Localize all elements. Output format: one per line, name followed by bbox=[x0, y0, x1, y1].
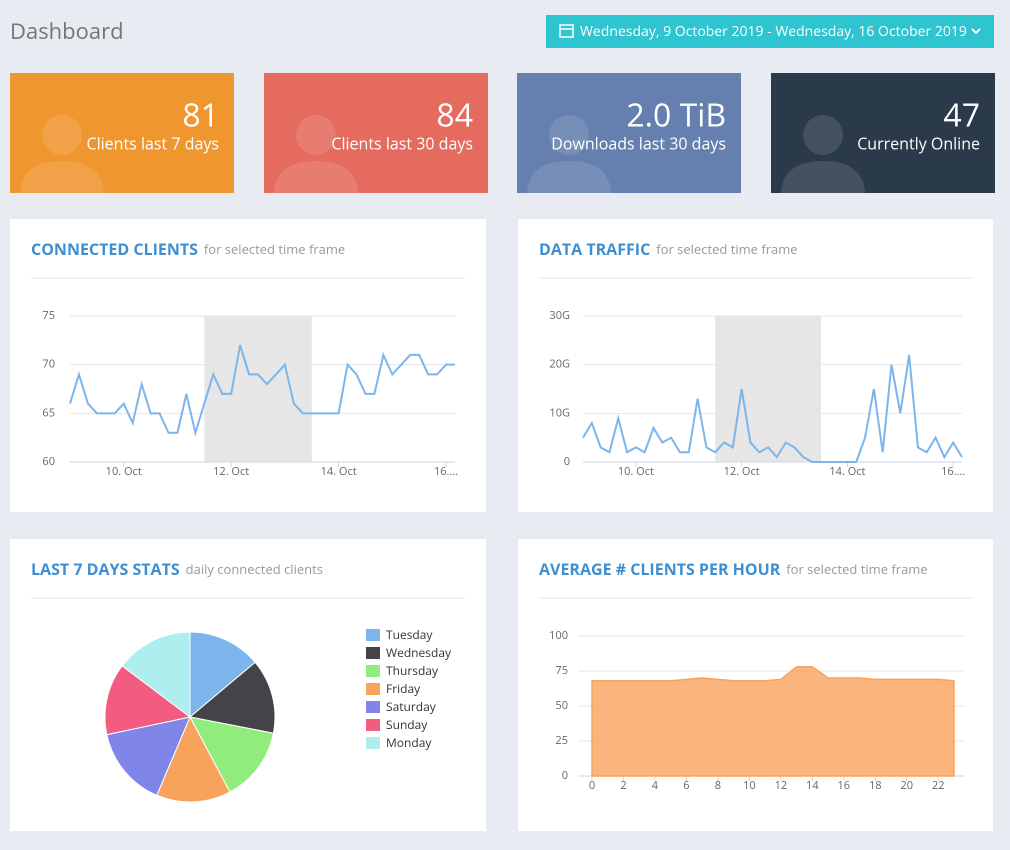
date-range-button[interactable] bbox=[546, 15, 994, 48]
legend-swatch bbox=[366, 701, 380, 713]
legend-swatch bbox=[366, 719, 380, 731]
card-icon-body bbox=[20, 161, 104, 193]
x-tick-label: 16 bbox=[838, 778, 851, 793]
legend-label: Sunday bbox=[386, 716, 428, 733]
line bbox=[69, 344, 455, 437]
stat-value: 47 bbox=[943, 94, 980, 137]
y-tick-label: 75 bbox=[555, 663, 568, 678]
page-title: Dashboard bbox=[10, 16, 124, 46]
pie-slice bbox=[104, 665, 192, 736]
stat-value: 84 bbox=[436, 94, 473, 137]
x-tick-label: 20 bbox=[900, 778, 913, 793]
legend-swatch bbox=[366, 647, 380, 659]
panel-subtitle: daily connected clients bbox=[186, 560, 323, 578]
pie-slice bbox=[189, 631, 256, 719]
legend-swatch bbox=[366, 665, 380, 677]
x-tick-label: 12 bbox=[775, 778, 788, 793]
legend-label: Friday bbox=[386, 680, 421, 697]
panel-heading: AVERAGE # CLIENTS PER HOUR for selected t… bbox=[539, 558, 928, 580]
stat-card bbox=[517, 73, 741, 193]
card-icon-head bbox=[42, 115, 82, 155]
stat-card bbox=[264, 73, 488, 193]
legend-swatch bbox=[366, 683, 380, 695]
pie-slice bbox=[156, 715, 231, 803]
panel-heading: DATA TRAFFIC for selected time frame bbox=[539, 238, 798, 260]
panel-subtitle: for selected time frame bbox=[204, 240, 345, 258]
legend-label: Wednesday bbox=[386, 644, 452, 661]
card-icon-body bbox=[781, 161, 865, 193]
card-icon-head bbox=[549, 115, 589, 155]
x-tick-label: 10 bbox=[743, 778, 756, 793]
calendar-icon bbox=[559, 24, 574, 38]
stat-value: 2.0 TiB bbox=[626, 94, 726, 137]
legend-label: Saturday bbox=[386, 698, 437, 715]
date-range-text[interactable]: Wednesday, 9 October 2019 - Wednesday, 1… bbox=[580, 22, 967, 41]
panel-heading: CONNECTED CLIENTS for selected time frame bbox=[31, 238, 345, 260]
y-tick-label: 25 bbox=[555, 733, 568, 748]
panel-subtitle: for selected time frame bbox=[656, 240, 797, 258]
pie-slice bbox=[121, 631, 191, 719]
y-tick-label: 65 bbox=[42, 405, 55, 420]
x-tick-label: 0 bbox=[589, 778, 595, 793]
x-tick-label: 10. Oct bbox=[618, 464, 654, 479]
stat-card bbox=[10, 73, 234, 193]
stat-card bbox=[771, 73, 995, 193]
pie-slice bbox=[189, 716, 275, 793]
legend-label: Thursday bbox=[386, 662, 439, 679]
panel-title: CONNECTED CLIENTS bbox=[31, 238, 198, 260]
panel-title: DATA TRAFFIC bbox=[539, 238, 650, 260]
pie-slice bbox=[188, 661, 276, 734]
legend-swatch bbox=[366, 737, 380, 749]
stat-label: Clients last 7 days bbox=[87, 132, 219, 154]
x-tick-label: 16.... bbox=[941, 464, 965, 479]
stat-value: 81 bbox=[182, 94, 219, 137]
plot-band bbox=[715, 316, 821, 462]
x-tick-label: 4 bbox=[652, 778, 659, 793]
x-tick-label: 12. Oct bbox=[213, 464, 249, 479]
dropdown-chevron[interactable] bbox=[971, 28, 981, 35]
y-tick-label: 20G bbox=[549, 357, 570, 372]
card-icon-body bbox=[527, 161, 611, 193]
x-tick-label: 14. Oct bbox=[829, 464, 865, 479]
panel-title: LAST 7 DAYS STATS bbox=[31, 558, 180, 580]
x-tick-label: 14. Oct bbox=[321, 464, 357, 479]
legend-swatch bbox=[366, 629, 380, 641]
line bbox=[582, 354, 963, 463]
panel-heading: LAST 7 DAYS STATS daily connected clients bbox=[31, 558, 323, 580]
area bbox=[591, 666, 955, 777]
x-tick-label: 2 bbox=[620, 778, 626, 793]
card-icon-body bbox=[274, 161, 358, 193]
stat-label: Clients last 30 days bbox=[331, 132, 473, 154]
x-tick-label: 18 bbox=[869, 778, 882, 793]
pie-slice bbox=[106, 716, 191, 796]
panel-title: AVERAGE # CLIENTS PER HOUR bbox=[539, 558, 781, 580]
y-tick-label: 10G bbox=[549, 405, 570, 420]
stat-label: Downloads last 30 days bbox=[551, 132, 726, 154]
y-tick-label: 60 bbox=[42, 454, 55, 469]
y-tick-label: 70 bbox=[42, 357, 55, 372]
x-tick-label: 6 bbox=[683, 778, 689, 793]
panel-subtitle: for selected time frame bbox=[786, 560, 927, 578]
card-icon-head bbox=[803, 115, 843, 155]
legend-label: Tuesday bbox=[386, 626, 433, 643]
y-tick-label: 30G bbox=[549, 308, 570, 323]
legend-label: Monday bbox=[386, 734, 432, 751]
x-tick-label: 12. Oct bbox=[724, 464, 760, 479]
y-tick-label: 100 bbox=[549, 628, 568, 643]
y-tick-label: 0 bbox=[562, 768, 568, 783]
y-tick-label: 0 bbox=[564, 454, 570, 469]
y-tick-label: 50 bbox=[555, 698, 568, 713]
x-tick-label: 14 bbox=[806, 778, 819, 793]
y-tick-label: 75 bbox=[42, 308, 55, 323]
x-tick-label: 16.... bbox=[434, 464, 458, 479]
x-tick-label: 22 bbox=[932, 778, 945, 793]
x-tick-label: 10. Oct bbox=[106, 464, 142, 479]
card-icon-head bbox=[296, 115, 336, 155]
stat-label: Currently Online bbox=[857, 132, 980, 154]
plot-band bbox=[204, 316, 312, 462]
x-tick-label: 8 bbox=[715, 778, 721, 793]
